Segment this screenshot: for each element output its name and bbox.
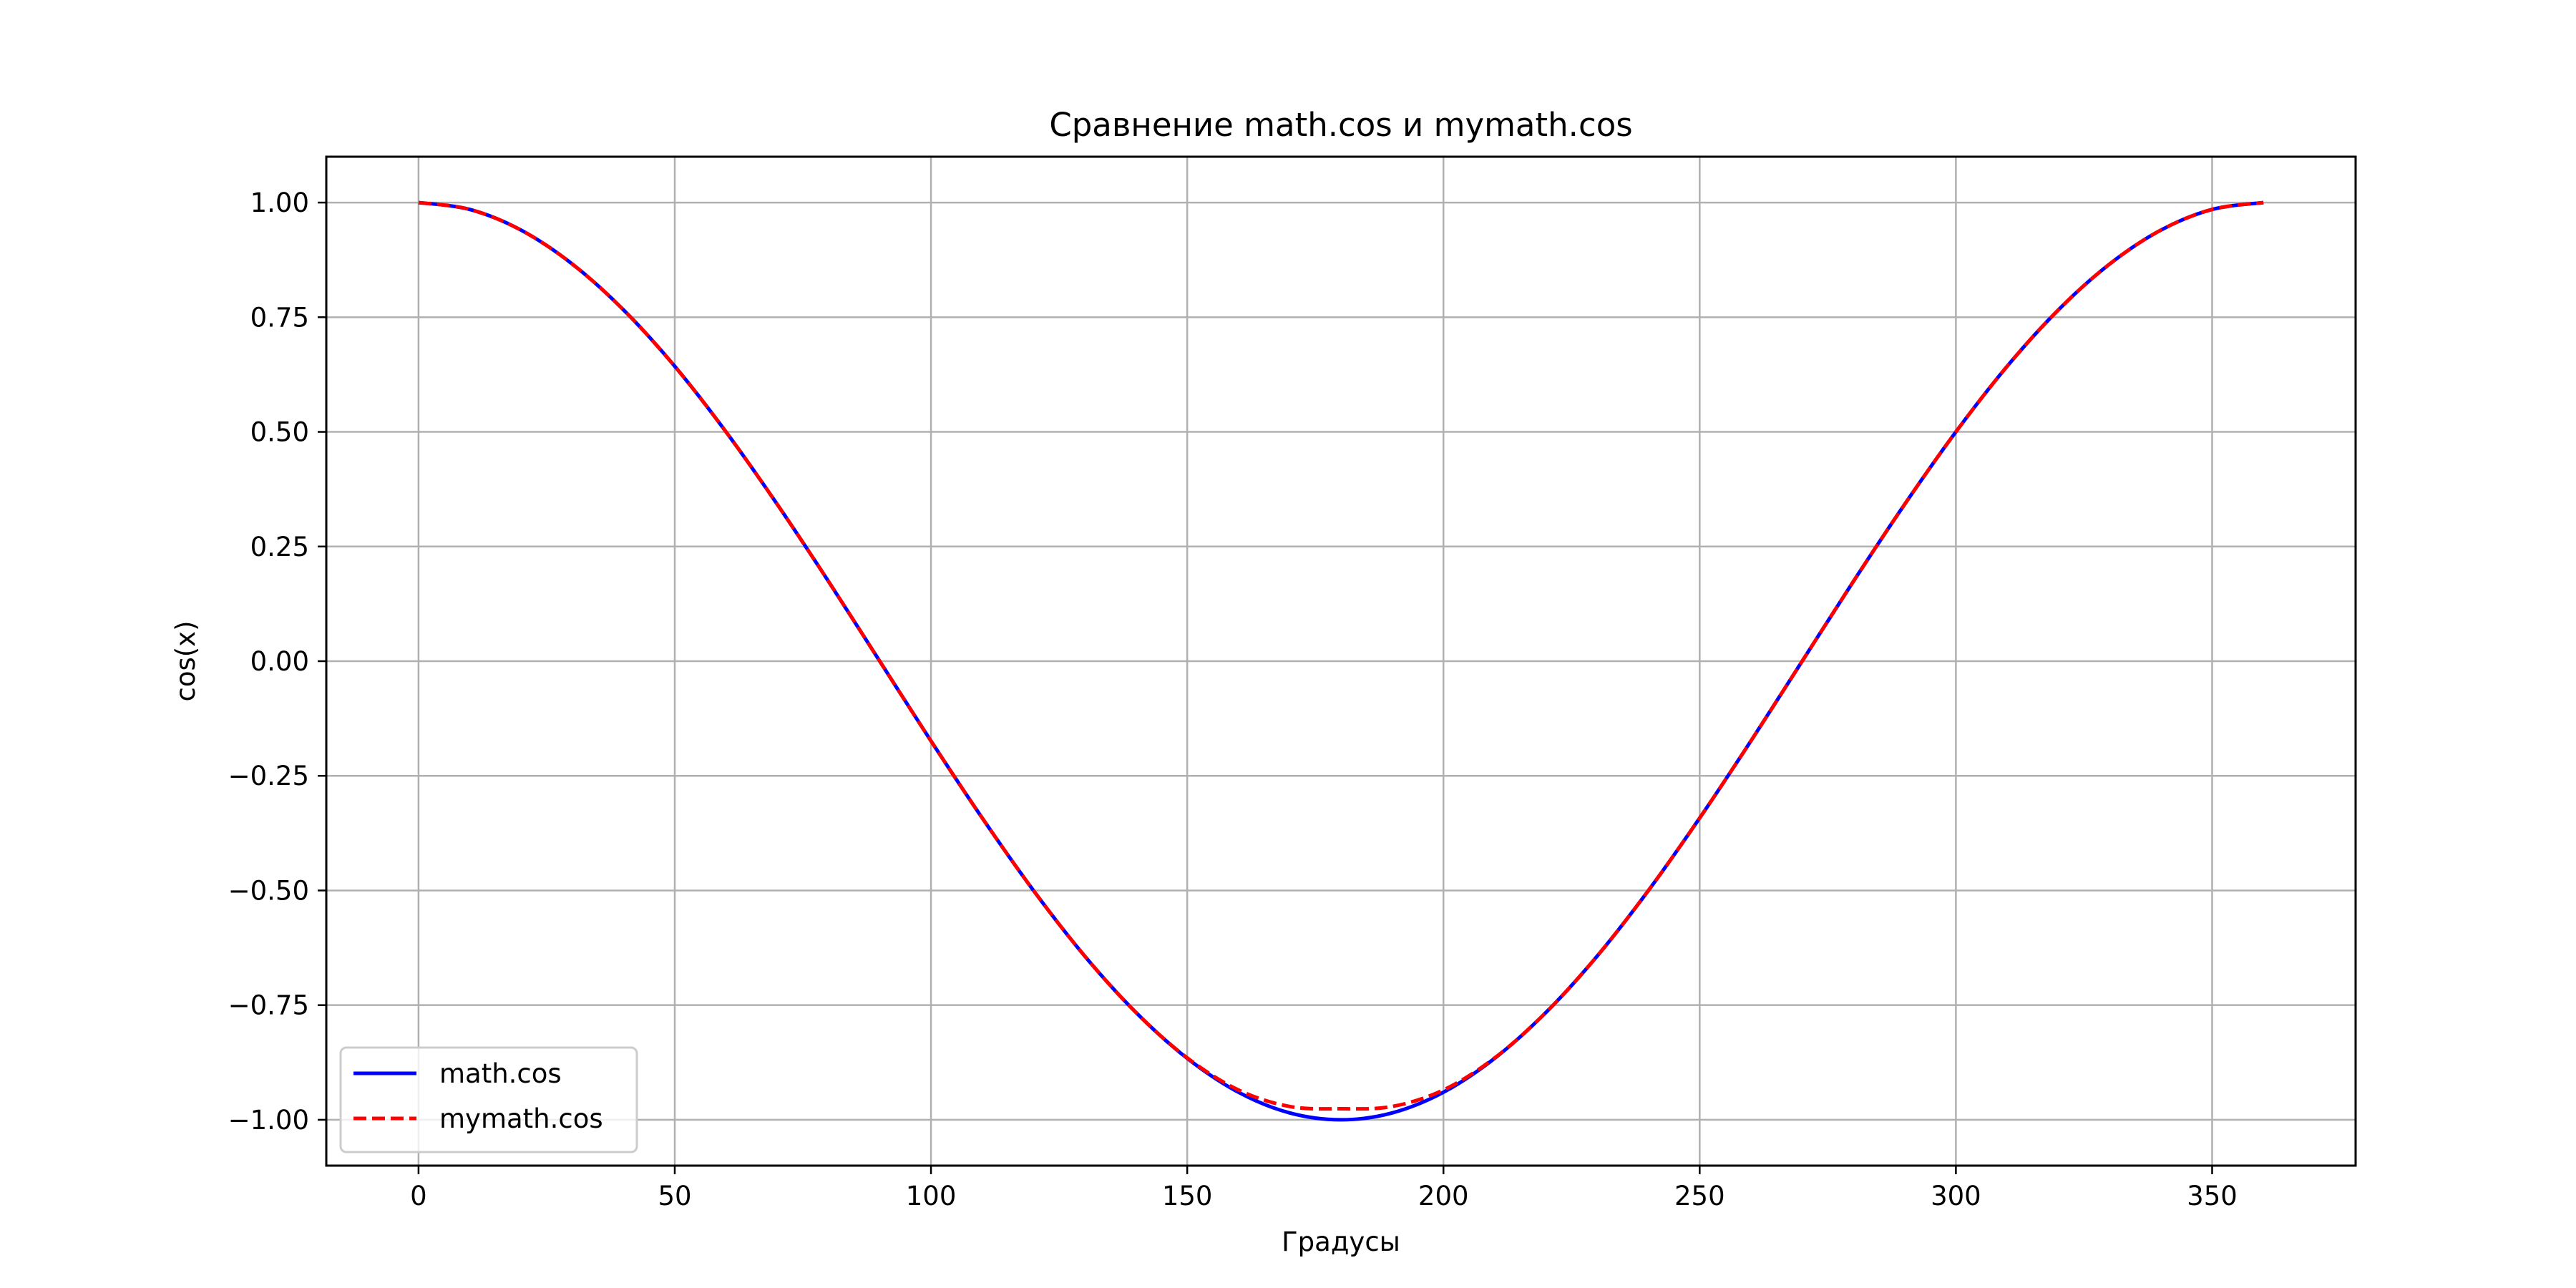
y-tick-label: −0.25 bbox=[228, 761, 309, 791]
legend: math.cos mymath.cos bbox=[339, 1046, 638, 1153]
plot-lines bbox=[418, 200, 2264, 1122]
x-tick-label: 350 bbox=[2187, 1181, 2238, 1211]
x-tick-label: 50 bbox=[658, 1181, 691, 1211]
x-tick-label: 0 bbox=[410, 1181, 427, 1211]
y-tick-label: 0.25 bbox=[250, 532, 309, 562]
x-tick-label: 150 bbox=[1162, 1181, 1213, 1211]
x-axis-label: Градусы bbox=[1282, 1226, 1400, 1257]
series-line-mymath-cos bbox=[418, 200, 2264, 1111]
x-tick-label: 100 bbox=[906, 1181, 957, 1211]
y-tick-label: 0.00 bbox=[250, 646, 309, 677]
legend-label-math-cos: math.cos bbox=[439, 1058, 562, 1089]
y-tick-label: 0.50 bbox=[250, 417, 309, 448]
legend-label-mymath-cos: mymath.cos bbox=[439, 1103, 603, 1134]
x-tick-label: 200 bbox=[1418, 1181, 1469, 1211]
y-tick-label: −0.75 bbox=[228, 990, 309, 1021]
y-axis-label: cos(x) bbox=[170, 620, 201, 701]
chart-title: Сравнение math.cos и mymath.cos bbox=[1049, 106, 1632, 144]
y-tick-label: 1.00 bbox=[250, 187, 309, 218]
ticks: 0 50 100 150 200 250 300 350 1.00 0.75 0.50 0.25 0.0… bbox=[228, 187, 2238, 1211]
y-tick-label: −0.50 bbox=[228, 875, 309, 906]
y-tick-label: 0.75 bbox=[250, 302, 309, 333]
grid bbox=[326, 157, 2356, 1166]
y-tick-label: −1.00 bbox=[228, 1105, 309, 1136]
x-tick-label: 300 bbox=[1931, 1181, 1981, 1211]
x-tick-label: 250 bbox=[1674, 1181, 1725, 1211]
